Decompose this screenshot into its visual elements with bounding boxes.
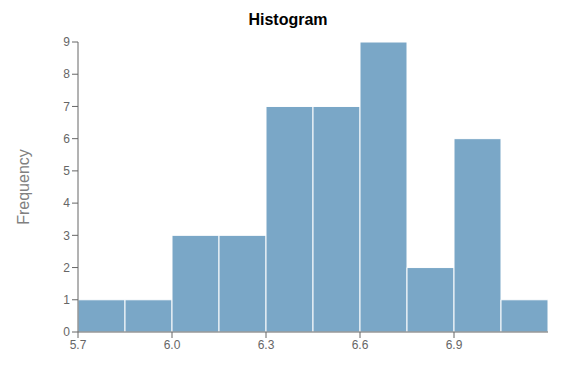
html-text:Histogram: Histogram <box>248 11 328 28</box>
svg-text:2: 2 <box>63 261 70 275</box>
svg-text:8: 8 <box>63 67 70 81</box>
svg-text:9: 9 <box>63 35 70 49</box>
svg-text:5: 5 <box>63 164 70 178</box>
svg-text:4: 4 <box>63 196 70 210</box>
svg-text:Frequency: Frequency <box>15 149 32 225</box>
svg-text:6.3: 6.3 <box>258 338 275 352</box>
svg-text:1: 1 <box>63 293 70 307</box>
svg-text:3: 3 <box>63 229 70 243</box>
svg-text:6.9: 6.9 <box>446 338 463 352</box>
svg-text:6: 6 <box>63 132 70 146</box>
svg-text:6.6: 6.6 <box>352 338 369 352</box>
svg-text:5.7: 5.7 <box>70 338 87 352</box>
svg-text:6.0: 6.0 <box>164 338 181 352</box>
svg-text:0: 0 <box>63 325 70 339</box>
svg-text:7: 7 <box>63 100 70 114</box>
